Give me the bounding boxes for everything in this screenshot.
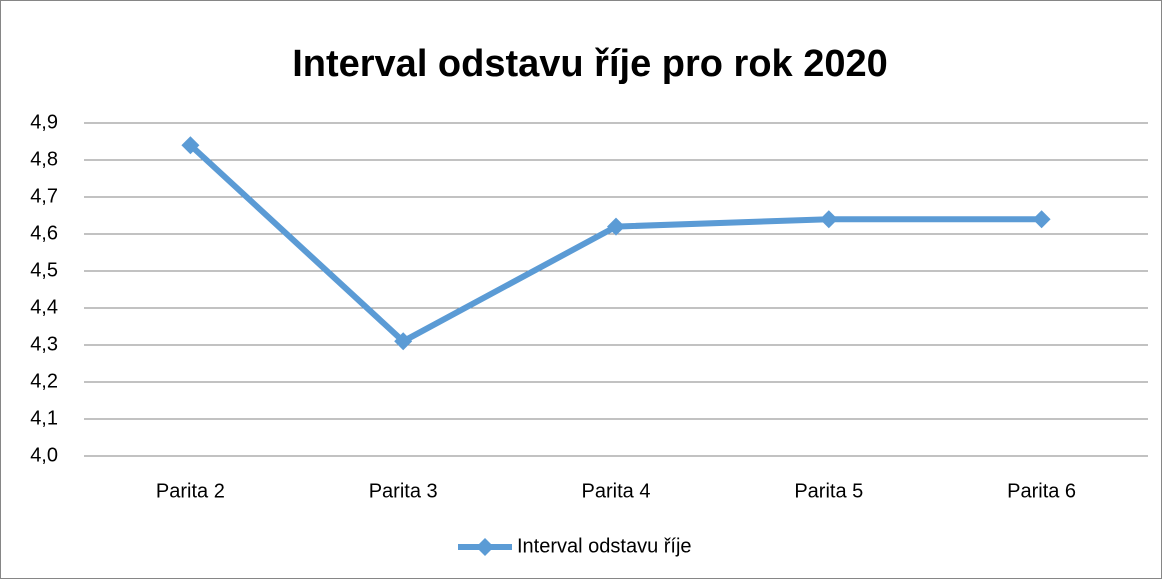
y-tick-label: 4,3 <box>30 333 58 355</box>
legend-label: Interval odstavu říje <box>517 535 692 557</box>
marker <box>1032 210 1051 229</box>
marker <box>181 136 200 155</box>
x-tick-label: Parita 2 <box>156 480 225 502</box>
y-tick-label: 4,8 <box>30 148 58 170</box>
legend-marker <box>476 538 494 556</box>
y-tick-label: 4,6 <box>30 222 58 244</box>
x-tick-label: Parita 4 <box>582 480 651 502</box>
x-tick-label: Parita 6 <box>1007 480 1076 502</box>
marker <box>394 332 413 351</box>
marker <box>607 217 625 236</box>
y-tick-label: 4,2 <box>30 370 58 392</box>
y-tick-label: 4,1 <box>30 407 58 429</box>
x-tick-label: Parita 3 <box>369 480 438 502</box>
y-tick-label: 4,0 <box>30 444 58 466</box>
y-tick-label: 4,4 <box>30 296 58 318</box>
y-tick-label: 4,5 <box>30 259 58 281</box>
chart-title: Interval odstavu říje pro rok 2020 <box>292 43 888 85</box>
y-tick-label: 4,7 <box>30 185 58 207</box>
x-tick-label: Parita 5 <box>794 480 863 502</box>
y-tick-label: 4,9 <box>30 111 58 133</box>
marker <box>819 210 838 229</box>
